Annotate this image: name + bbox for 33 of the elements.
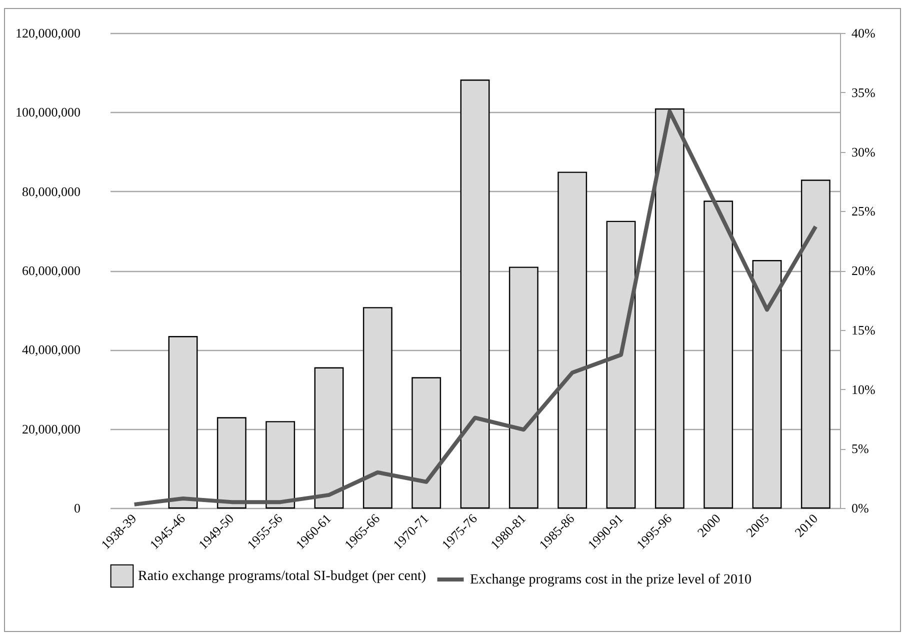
y-tick-label: 0 xyxy=(74,500,80,516)
line-series xyxy=(132,109,818,506)
bar xyxy=(704,200,734,509)
y-tick-label: 60,000,000 xyxy=(22,263,80,278)
y2-tick-label: 30% xyxy=(852,144,876,160)
bar xyxy=(412,377,442,509)
y2-tick-label: 10% xyxy=(852,382,876,397)
y2-tick-label: 35% xyxy=(852,84,876,100)
legend-label: Ratio exchange programs/total SI-budget (per cent) xyxy=(138,569,426,584)
bar xyxy=(606,220,636,509)
bar xyxy=(654,108,684,509)
bar xyxy=(460,80,490,509)
y-tick-label: 80,000,000 xyxy=(22,184,80,199)
y2-tick-label: 20% xyxy=(852,263,876,278)
bar xyxy=(216,417,246,509)
y-tick-label: 20,000,000 xyxy=(22,421,80,436)
bar xyxy=(800,180,830,509)
bar xyxy=(168,336,198,509)
bar xyxy=(558,172,588,509)
y-tick-label: 120,000,000 xyxy=(16,26,80,40)
bar xyxy=(314,367,344,509)
y-tick-label: 100,000,000 xyxy=(16,104,80,120)
legend-label: Exchange programs cost in the prize level of 2010 xyxy=(470,572,752,588)
y2-tick-label: 40% xyxy=(852,26,876,40)
bar xyxy=(362,307,392,509)
y-tick-label: 40,000,000 xyxy=(22,342,80,358)
y2-tick-label: 0% xyxy=(852,500,869,516)
bar xyxy=(508,266,538,509)
bar xyxy=(266,421,296,509)
y2-tick-label: 5% xyxy=(852,441,869,456)
bar xyxy=(752,260,782,509)
y2-tick-label: 25% xyxy=(852,204,876,219)
y2-tick-label: 15% xyxy=(852,322,876,338)
